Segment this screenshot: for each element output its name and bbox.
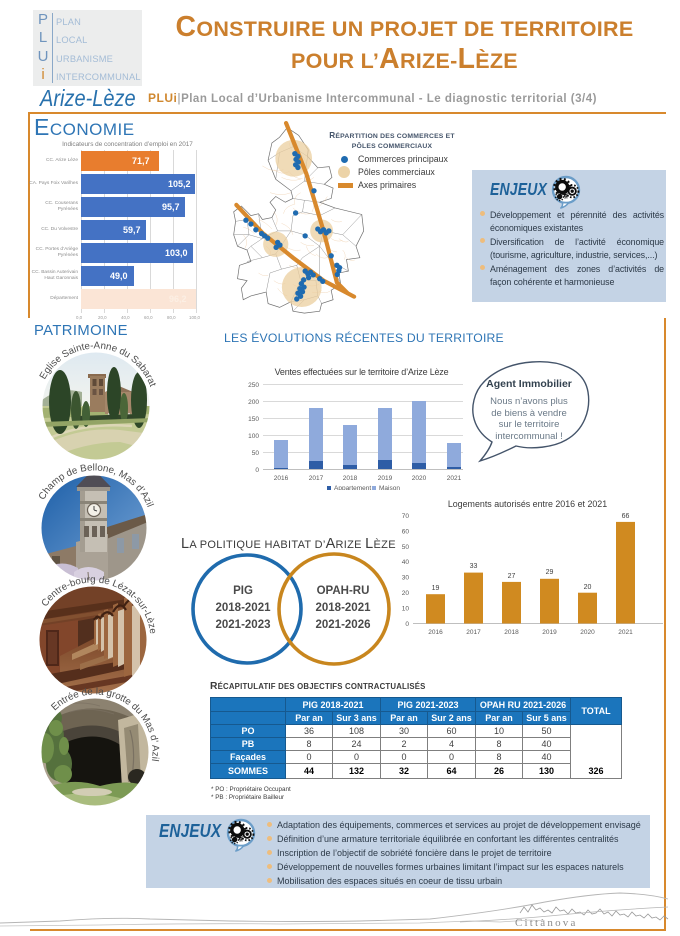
svg-text:Maison: Maison (379, 485, 400, 490)
svg-text:2020: 2020 (580, 629, 595, 636)
svg-text:30: 30 (402, 575, 410, 582)
svg-text:2021: 2021 (618, 629, 633, 636)
svg-text:2016: 2016 (274, 475, 289, 482)
svg-text:29: 29 (546, 569, 554, 576)
svg-text:2019: 2019 (378, 475, 393, 482)
svg-text:33: 33 (470, 563, 478, 570)
svg-text:66: 66 (622, 513, 630, 520)
svg-text:2016: 2016 (428, 629, 443, 636)
svg-text:Appartement: Appartement (334, 485, 371, 490)
svg-text:100: 100 (248, 433, 259, 440)
svg-text:19: 19 (432, 585, 440, 592)
svg-text:2020: 2020 (412, 475, 427, 482)
svg-text:150: 150 (248, 416, 259, 423)
svg-text:20: 20 (584, 584, 592, 591)
svg-text:250: 250 (248, 382, 259, 389)
svg-text:50: 50 (252, 450, 260, 457)
svg-text:200: 200 (248, 399, 259, 406)
svg-text:2021: 2021 (447, 475, 462, 482)
svg-text:10: 10 (402, 605, 410, 612)
svg-text:2018: 2018 (343, 475, 358, 482)
svg-text:0: 0 (405, 621, 409, 628)
svg-text:40: 40 (402, 559, 410, 566)
svg-text:50: 50 (402, 544, 410, 551)
svg-text:20: 20 (402, 590, 410, 597)
svg-text:2017: 2017 (309, 475, 324, 482)
svg-text:2019: 2019 (542, 629, 557, 636)
svg-text:60: 60 (402, 528, 410, 535)
svg-text:2018: 2018 (504, 629, 519, 636)
svg-text:2017: 2017 (466, 629, 481, 636)
svg-text:0: 0 (255, 467, 259, 474)
svg-text:70: 70 (402, 513, 410, 520)
svg-text:27: 27 (508, 573, 516, 580)
